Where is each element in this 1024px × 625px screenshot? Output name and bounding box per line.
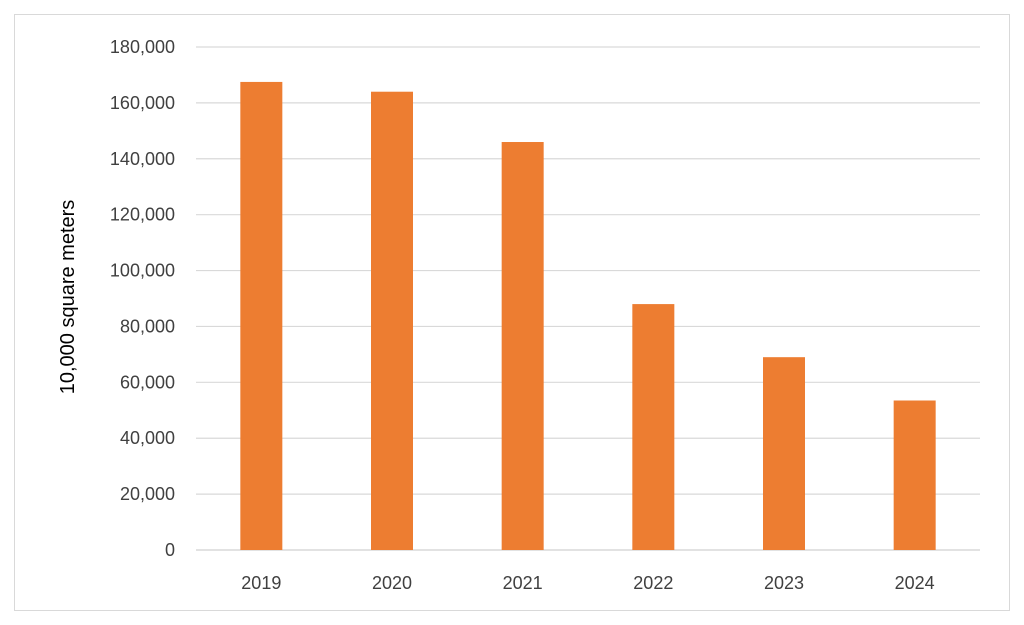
y-tick-label: 120,000 [110, 205, 175, 225]
y-tick-label: 160,000 [110, 93, 175, 113]
x-tick-label: 2019 [241, 573, 281, 593]
y-tick-label: 100,000 [110, 261, 175, 281]
y-tick-label: 60,000 [120, 372, 175, 392]
x-tick-label: 2022 [633, 573, 673, 593]
bar-2023 [763, 357, 805, 550]
gridlines [196, 46, 980, 551]
bar-2020 [371, 91, 413, 550]
y-tick-label: 140,000 [110, 149, 175, 169]
x-tick-labels: 2019 2020 2021 2022 2023 2024 [241, 573, 934, 593]
y-tick-labels: 0 20,000 40,000 60,000 80,000 100,000 120,000 1… [110, 37, 175, 560]
bar-2024 [893, 400, 936, 550]
bar-2019 [240, 81, 283, 551]
y-tick-label: 180,000 [110, 37, 175, 57]
x-tick-label: 2021 [503, 573, 543, 593]
x-tick-label: 2020 [372, 573, 412, 593]
bars [240, 81, 936, 551]
x-tick-label: 2024 [895, 573, 935, 593]
y-axis-title: 10,000 square meters [57, 200, 79, 395]
y-tick-label: 80,000 [120, 316, 175, 336]
bar-2022 [632, 304, 675, 550]
bar-2021 [501, 142, 544, 550]
y-tick-label: 40,000 [120, 428, 175, 448]
y-tick-label: 20,000 [120, 484, 175, 504]
y-tick-label: 0 [165, 540, 175, 560]
x-tick-label: 2023 [764, 573, 804, 593]
